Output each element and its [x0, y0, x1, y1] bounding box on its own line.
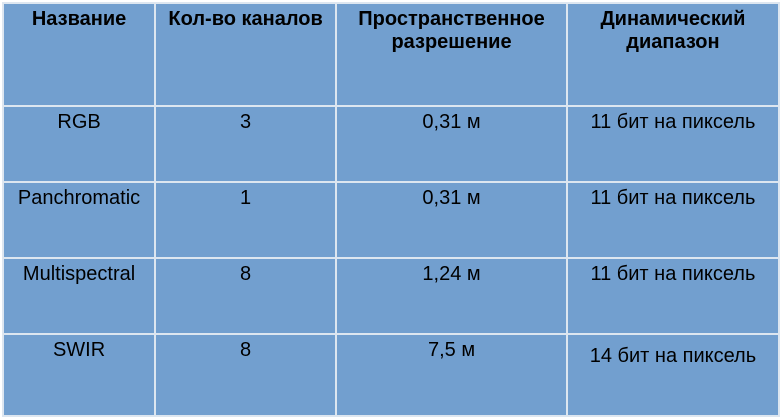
cell-resolution: 1,24 м — [335, 257, 568, 335]
cell-dynamic-range: 14 бит на пиксель — [565, 333, 780, 417]
header-channels: Кол-во каналов — [154, 2, 338, 107]
cell-channels: 8 — [154, 257, 338, 335]
cell-channels: 3 — [154, 105, 338, 183]
cell-dynamic-range: 11 бит на пиксель — [565, 181, 780, 259]
cell-dynamic-range: 11 бит на пиксель — [565, 257, 780, 335]
table-row: Multispectral 8 1,24 м 11 бит на пиксель — [1, 257, 780, 335]
table-row: Panchromatic 1 0,31 м 11 бит на пиксель — [1, 181, 780, 259]
cell-name: RGB — [1, 105, 157, 183]
cell-name: SWIR — [1, 333, 157, 417]
cell-name: Multispectral — [1, 257, 157, 335]
cell-dynamic-range: 11 бит на пиксель — [565, 105, 780, 183]
cell-channels: 1 — [154, 181, 338, 259]
cell-name: Panchromatic — [1, 181, 157, 259]
header-dynamic-range: Динамический диапазон — [565, 2, 780, 107]
header-resolution: Пространственное разрешение — [335, 2, 568, 107]
header-row: Название Кол-во каналов Пространственное… — [1, 2, 780, 107]
table-row: RGB 3 0,31 м 11 бит на пиксель — [1, 105, 780, 183]
cell-channels: 8 — [154, 333, 338, 417]
table-row: SWIR 8 7,5 м 14 бит на пиксель — [1, 333, 780, 417]
cell-resolution: 7,5 м — [335, 333, 568, 417]
header-name: Название — [1, 2, 157, 107]
cell-resolution: 0,31 м — [335, 181, 568, 259]
cell-resolution: 0,31 м — [335, 105, 568, 183]
